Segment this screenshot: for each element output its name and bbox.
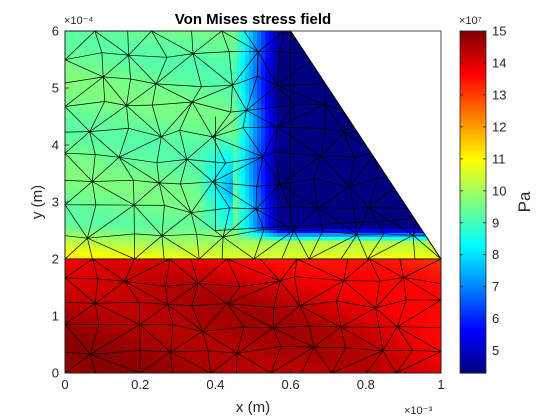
colorbar-tick-label: 12 bbox=[492, 119, 506, 134]
chart-title: Von Mises stress field bbox=[175, 11, 331, 28]
x-tick-label: 0 bbox=[61, 377, 68, 392]
y-tick-label: 1 bbox=[52, 309, 59, 324]
y-tick-label: 6 bbox=[52, 24, 59, 39]
colorbar-label: Pa bbox=[515, 191, 534, 212]
x-axis-label: x (m) bbox=[236, 399, 270, 416]
x-ticks: 0 0.2 0.4 0.6 0.8 1 bbox=[61, 369, 445, 392]
y-tick-label: 3 bbox=[52, 195, 59, 210]
colorbar-tick-label: 14 bbox=[492, 55, 506, 70]
x-tick-label: 1 bbox=[437, 377, 444, 392]
x-tick-label: 0.4 bbox=[206, 377, 224, 392]
y-tick-label: 5 bbox=[52, 81, 59, 96]
y-ticks: 0 1 2 3 4 5 6 bbox=[52, 24, 69, 381]
x-axis-exponent: ×10⁻³ bbox=[404, 405, 432, 417]
colorbar-tick-label: 5 bbox=[492, 343, 499, 358]
colorbar-tick-label: 8 bbox=[492, 247, 499, 262]
colorbar-tick-label: 10 bbox=[492, 183, 506, 198]
colorbar bbox=[460, 31, 486, 374]
x-tick-label: 0.6 bbox=[282, 377, 300, 392]
colorbar-ticks: 5 6 7 8 9 10 11 12 13 14 15 bbox=[460, 24, 506, 358]
colorbar-tick-label: 7 bbox=[492, 279, 499, 294]
x-tick-label: 0.8 bbox=[357, 377, 375, 392]
x-tick-label: 0.2 bbox=[131, 377, 149, 392]
y-axis-label: y (m) bbox=[29, 185, 46, 219]
colorbar-tick-label: 15 bbox=[492, 24, 506, 39]
colorbar-tick-label: 9 bbox=[492, 215, 499, 230]
y-tick-label: 2 bbox=[52, 252, 59, 267]
y-tick-label: 4 bbox=[52, 138, 59, 153]
colorbar-tick-label: 13 bbox=[492, 87, 506, 102]
y-axis-exponent: ×10⁻⁴ bbox=[64, 15, 93, 27]
y-tick-label: 0 bbox=[52, 366, 59, 381]
colorbar-tick-label: 11 bbox=[492, 151, 506, 166]
colorbar-box bbox=[459, 30, 487, 374]
colorbar-exponent: ×10⁷ bbox=[459, 15, 482, 27]
colorbar-tick-label: 6 bbox=[492, 311, 499, 326]
